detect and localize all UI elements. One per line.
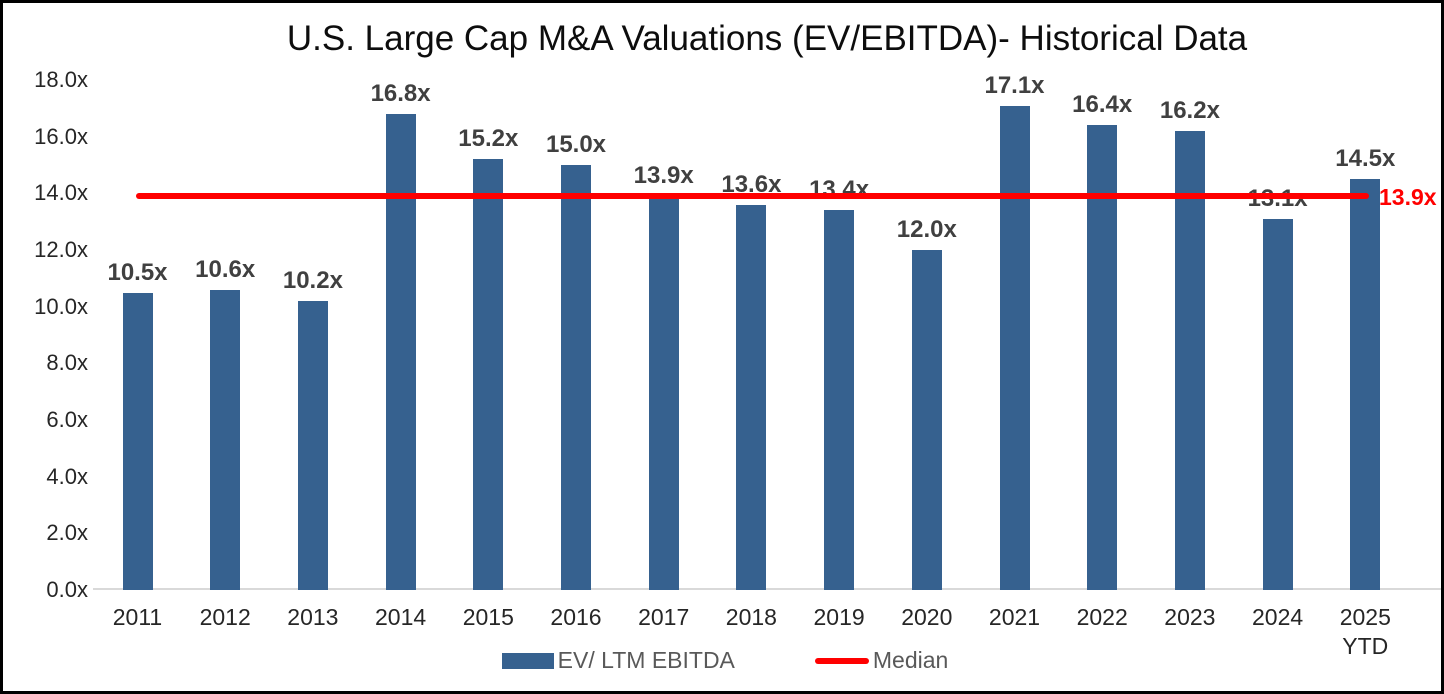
bar-value-label: 13.9x bbox=[633, 162, 694, 190]
x-axis-tick-label: 2018 bbox=[725, 604, 777, 630]
x-axis-tick-label: YTD bbox=[1342, 633, 1389, 659]
y-axis-tick-label: 12.0x bbox=[34, 237, 88, 262]
x-axis-tick-label: 2021 bbox=[988, 604, 1041, 630]
x-axis-tick-label: 2019 bbox=[813, 604, 865, 630]
bar-2018 bbox=[736, 204, 767, 590]
bar-value-label: 16.4x bbox=[1072, 91, 1133, 119]
bar-2016 bbox=[561, 165, 591, 590]
bar-value-label: 15.0x bbox=[545, 131, 607, 158]
bar-value-label: 16.2x bbox=[1159, 97, 1220, 124]
bar-2017 bbox=[648, 196, 679, 590]
legend-item-median: Median bbox=[814, 647, 949, 674]
x-axis-tick-label: 2014 bbox=[375, 604, 427, 630]
bar-2022 bbox=[1087, 125, 1118, 590]
legend-label-ev-ltm-ebitda: EV/ LTM EBITDA bbox=[557, 647, 735, 673]
x-axis-tick-label: 2022 bbox=[1076, 604, 1128, 630]
y-axis-tick-label: 4.0x bbox=[46, 463, 88, 489]
bar-value-label: 10.5x bbox=[107, 258, 168, 286]
y-axis-tick-label: 6.0x bbox=[46, 407, 88, 432]
y-axis-tick-label: 14.0x bbox=[34, 180, 88, 206]
bar-2015 bbox=[473, 159, 504, 590]
line-swatch-icon bbox=[814, 657, 869, 664]
x-axis-tick-label: 2011 bbox=[112, 604, 163, 630]
y-axis-tick-label: 16.0x bbox=[34, 123, 88, 149]
bar-value-label: 15.2x bbox=[458, 125, 519, 153]
plot-area: 13.9x 18.0x 16.0x 14.0x 12.0x 10.0x 8.0x 6.0x 4… bbox=[3, 3, 1441, 691]
bar-value-label: 16.8x bbox=[370, 80, 431, 107]
x-axis-tick-label: 2024 bbox=[1252, 604, 1304, 630]
bar-value-label: 14.5x bbox=[1335, 145, 1396, 173]
bar-value-label: 10.6x bbox=[195, 255, 256, 283]
x-axis-line bbox=[93, 588, 1441, 590]
y-axis-tick-label: 10.0x bbox=[34, 293, 88, 319]
bar-2019 bbox=[824, 210, 855, 590]
chart-title: U.S. Large Cap M&A Valuations (EV/EBITDA… bbox=[286, 19, 1248, 58]
x-axis-tick-label: 2023 bbox=[1164, 604, 1216, 630]
bar-swatch-icon bbox=[501, 652, 554, 669]
bar-2020 bbox=[911, 250, 942, 590]
y-axis-tick-label: 18.0x bbox=[34, 67, 88, 92]
bar-2024 bbox=[1262, 218, 1293, 590]
y-axis-tick-label: 2.0x bbox=[46, 520, 88, 546]
x-axis-tick-label: 2013 bbox=[287, 604, 339, 630]
x-axis-tick-label: 2015 bbox=[462, 604, 514, 630]
bar-2011 bbox=[122, 292, 153, 590]
y-axis-tick-label: 0.0x bbox=[46, 577, 88, 602]
x-axis-tick-label: 2012 bbox=[199, 604, 251, 630]
bar-value-label: 12.0x bbox=[896, 216, 957, 243]
bar-value-label: 17.1x bbox=[984, 71, 1045, 99]
median-value-label: 13.9x bbox=[1379, 184, 1437, 210]
bar-2012 bbox=[210, 289, 241, 590]
bar-2023 bbox=[1174, 131, 1205, 590]
x-axis-tick-label: 2016 bbox=[550, 604, 602, 630]
legend-item-ev-ltm-ebitda: EV/ LTM EBITDA bbox=[501, 647, 735, 674]
x-axis-tick-label: 2017 bbox=[638, 604, 690, 630]
bar-value-label: 13.4x bbox=[809, 176, 870, 204]
bar-2013 bbox=[297, 301, 328, 590]
bar-2021 bbox=[999, 105, 1030, 590]
median-line bbox=[136, 193, 1369, 200]
legend: EV/ LTM EBITDA Median bbox=[3, 647, 1441, 674]
x-axis-tick-label: 2025 bbox=[1339, 604, 1391, 630]
bar-value-label: 10.2x bbox=[282, 267, 343, 294]
x-axis-tick-label: 2020 bbox=[901, 604, 953, 630]
bar-2014 bbox=[385, 114, 416, 590]
y-axis-tick-label: 8.0x bbox=[46, 350, 88, 376]
legend-label-median: Median bbox=[872, 647, 949, 673]
bar-2025 YTD bbox=[1350, 179, 1381, 590]
